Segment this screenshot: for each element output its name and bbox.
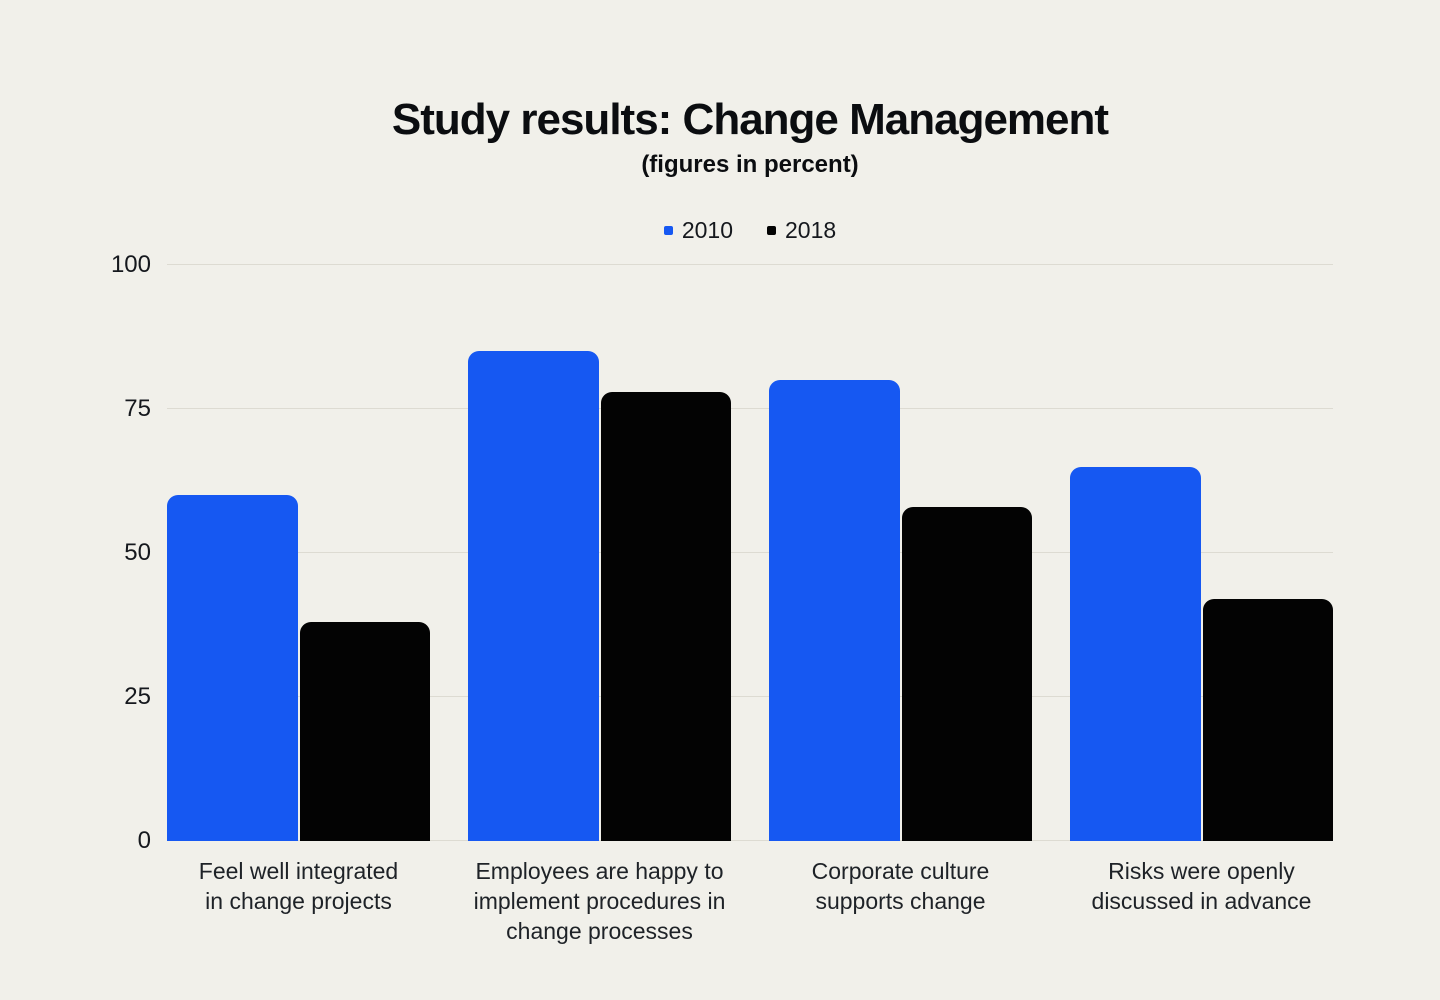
x-label-cell-2: Corporate culture supports change	[769, 856, 1032, 956]
y-tick-label-50: 50	[124, 539, 151, 566]
bar-2018-category-1	[600, 391, 731, 841]
bar-2010-category-0	[167, 495, 298, 841]
x-axis-labels: Feel well integrated in change projects Em…	[167, 856, 1333, 956]
x-label-line: implement procedures in	[473, 888, 726, 914]
bar-group-2	[769, 265, 1032, 841]
legend-item-2010: 2010	[663, 217, 733, 244]
bars-layer	[167, 265, 1333, 841]
legend-item-2018: 2018	[767, 217, 836, 244]
legend-label-2010: 2010	[681, 217, 733, 243]
x-label-1: Employees are happy to implement procedur…	[435, 856, 765, 946]
legend-label-2018: 2018	[785, 217, 837, 243]
y-tick-label-25: 25	[124, 683, 151, 710]
x-label-line: Corporate culture	[811, 858, 990, 884]
y-tick-label-100: 100	[110, 251, 151, 278]
x-label-cell-1: Employees are happy to implement procedur…	[468, 856, 731, 956]
bar-2010-category-1	[468, 351, 599, 841]
x-label-line: Feel well integrated	[198, 858, 399, 884]
chart-subtitle: (figures in percent)	[641, 151, 859, 178]
x-label-line: supports change	[815, 888, 986, 914]
bar-group-1	[468, 265, 731, 841]
bar-2018-category-3	[1202, 599, 1333, 841]
y-tick-label-0: 0	[137, 827, 151, 854]
gridline-50	[167, 552, 1333, 553]
x-label-cell-0: Feel well integrated in change projects	[167, 856, 430, 956]
y-tick-label-75: 75	[124, 395, 151, 422]
plot-area: 0 25 50 75 100 Feel well integrated in change…	[111, 252, 1333, 944]
x-label-0: Feel well integrated in change projects	[134, 856, 464, 916]
x-label-line: in change projects	[205, 888, 392, 914]
bar-group-0	[167, 265, 430, 841]
chart-legend: 2010 2018	[167, 217, 1333, 244]
x-label-3: Risks were openly discussed in advance	[1037, 856, 1367, 916]
x-label-2: Corporate culture supports change	[736, 856, 1066, 916]
gridline-100	[167, 264, 1333, 265]
bar-2010-category-2	[769, 380, 900, 841]
bar-2018-category-0	[299, 622, 430, 841]
gridline-25	[167, 696, 1333, 697]
gridline-0	[167, 840, 1333, 841]
chart-title: Study results: Change Management	[391, 95, 1109, 144]
x-label-line: change processes	[506, 918, 693, 944]
x-label-line: discussed in advance	[1091, 888, 1312, 914]
legend-swatch-2018	[767, 226, 776, 235]
bar-group-3	[1070, 265, 1333, 841]
x-label-line: Risks were openly	[1108, 858, 1295, 884]
gridline-75	[167, 408, 1333, 409]
bar-2018-category-2	[901, 506, 1032, 841]
x-label-cell-3: Risks were openly discussed in advance	[1070, 856, 1333, 956]
bar-2010-category-3	[1070, 466, 1201, 841]
x-label-line: Employees are happy to	[475, 858, 724, 884]
legend-swatch-2010	[663, 226, 673, 235]
chart-header: Study results: Change Management (figure…	[167, 96, 1333, 244]
